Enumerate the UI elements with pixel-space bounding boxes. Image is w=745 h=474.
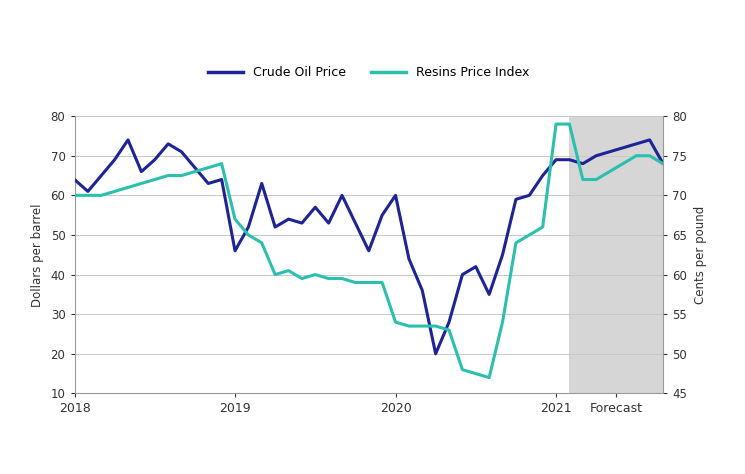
- Text: CRUDE OIL PRICE VS. RESINS PRICE INDEX: CRUDE OIL PRICE VS. RESINS PRICE INDEX: [165, 18, 580, 36]
- Text: Sources: Mountaintop Economics and Research Inc., Plastics News; Graphic by Amy : Sources: Mountaintop Economics and Resea…: [165, 453, 580, 462]
- Y-axis label: Cents per pound: Cents per pound: [694, 206, 707, 304]
- Legend: Crude Oil Price, Resins Price Index: Crude Oil Price, Resins Price Index: [203, 61, 534, 84]
- Y-axis label: Dollars per barrel: Dollars per barrel: [31, 203, 44, 307]
- Bar: [569, 116, 670, 393]
